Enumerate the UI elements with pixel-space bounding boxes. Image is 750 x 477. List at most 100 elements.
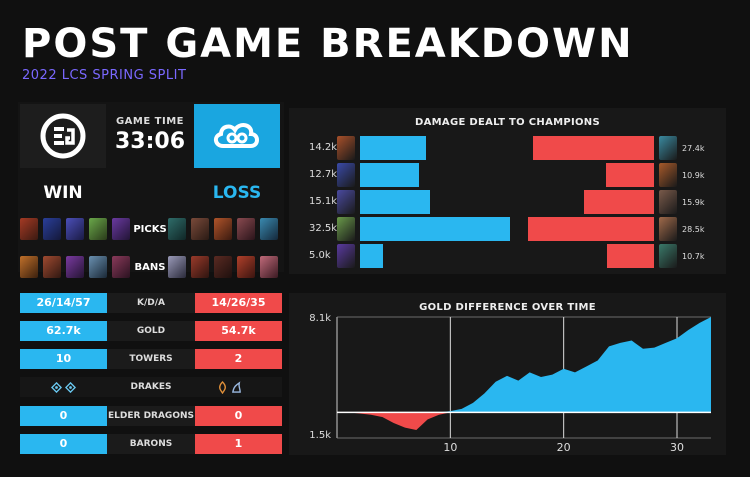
left-damage-label: 15.1k bbox=[309, 196, 338, 207]
barons-label: BARONS bbox=[129, 439, 173, 449]
gold-chart-title: GOLD DIFFERENCE OVER TIME bbox=[419, 302, 596, 313]
drakes-label: DRAKES bbox=[130, 382, 172, 392]
evil-geniuses-logo-icon bbox=[40, 113, 86, 159]
left-damage-bar bbox=[360, 190, 430, 214]
ocean-drake-icon bbox=[232, 380, 241, 393]
right-towers-value: 2 bbox=[195, 349, 282, 369]
left-drakes-icons bbox=[20, 377, 107, 397]
x-tick-label: 10 bbox=[443, 441, 457, 454]
left-damage-bar bbox=[360, 163, 419, 187]
bans-label: BANS bbox=[134, 262, 166, 273]
stat-row-barons: 0 BARONS 1 bbox=[20, 434, 282, 454]
left-ban-5-icon bbox=[112, 256, 130, 278]
left-ban-4-icon bbox=[89, 256, 107, 278]
right-ban-1-icon bbox=[168, 256, 186, 278]
right-gold-value: 54.7k bbox=[195, 321, 282, 341]
left-ban-1-icon bbox=[20, 256, 38, 278]
left-pick-5-icon bbox=[112, 218, 130, 240]
right-ban-5-icon bbox=[260, 256, 278, 278]
cloud-drake-icon bbox=[51, 381, 62, 393]
right-team-result: LOSS bbox=[212, 183, 262, 203]
left-champion-icon bbox=[337, 190, 355, 214]
right-barons-value: 1 bbox=[195, 434, 282, 454]
left-champion-icon bbox=[337, 217, 355, 241]
right-damage-label: 10.9k bbox=[682, 171, 705, 180]
cloud-drake-icon bbox=[65, 381, 76, 393]
right-pick-2-icon bbox=[191, 218, 209, 240]
right-damage-label: 15.9k bbox=[682, 198, 705, 207]
right-damage-label: 28.5k bbox=[682, 225, 705, 234]
right-damage-bar bbox=[583, 190, 654, 214]
right-elder-dragons-value: 0 bbox=[195, 406, 282, 426]
left-barons-value: 0 bbox=[20, 434, 107, 454]
page-subtitle: 2022 LCS SPRING SPLIT bbox=[22, 68, 187, 83]
left-ban-3-icon bbox=[66, 256, 84, 278]
gold-chart-panel: GOLD DIFFERENCE OVER TIME 10 20 30 8.1k 1.5k bbox=[289, 293, 726, 455]
left-towers-value: 10 bbox=[20, 349, 107, 369]
left-champion-icon bbox=[337, 163, 355, 187]
left-damage-bar bbox=[360, 217, 510, 241]
right-pick-4-icon bbox=[237, 218, 255, 240]
right-damage-bar bbox=[528, 217, 654, 241]
left-damage-bar bbox=[360, 136, 426, 160]
left-pick-1-icon bbox=[20, 218, 38, 240]
left-damage-label: 14.2k bbox=[309, 142, 338, 153]
left-damage-label: 12.7k bbox=[309, 169, 338, 180]
stat-row-towers: 10 TOWERS 2 bbox=[20, 349, 282, 369]
left-damage-label: 32.5k bbox=[309, 223, 338, 234]
left-gold-value: 62.7k bbox=[20, 321, 107, 341]
damage-chart-title: DAMAGE DEALT TO CHAMPIONS bbox=[415, 117, 600, 128]
left-pick-2-icon bbox=[43, 218, 61, 240]
right-ban-4-icon bbox=[237, 256, 255, 278]
elder-dragons-label: ELDER DRAGONS bbox=[108, 411, 194, 421]
right-champion-icon bbox=[659, 190, 677, 214]
left-elder-dragons-value: 0 bbox=[20, 406, 107, 426]
right-champion-icon bbox=[659, 136, 677, 160]
left-ban-2-icon bbox=[43, 256, 61, 278]
right-damage-label: 10.7k bbox=[682, 252, 705, 261]
right-champion-icon bbox=[659, 217, 677, 241]
right-team-logo bbox=[194, 104, 280, 168]
x-tick-label: 20 bbox=[557, 441, 571, 454]
stat-row-drakes: DRAKES bbox=[20, 377, 282, 397]
gold-lead-area-right-team bbox=[337, 412, 711, 430]
left-team-result: WIN bbox=[43, 183, 83, 203]
left-team-logo bbox=[20, 104, 106, 168]
gold-label: GOLD bbox=[136, 326, 166, 336]
game-time-block: GAME TIME 33:06 bbox=[107, 104, 193, 168]
left-champion-icon bbox=[337, 136, 355, 160]
kda-label: K/D/A bbox=[137, 298, 165, 308]
game-time-value: 33:06 bbox=[114, 129, 186, 154]
right-damage-bar bbox=[605, 163, 654, 187]
x-tick-label: 30 bbox=[670, 441, 684, 454]
picks-label: PICKS bbox=[133, 224, 167, 235]
right-kda-value: 14/26/35 bbox=[195, 293, 282, 313]
right-pick-1-icon bbox=[168, 218, 186, 240]
right-ban-2-icon bbox=[191, 256, 209, 278]
right-damage-bar bbox=[606, 244, 654, 268]
right-damage-bar bbox=[532, 136, 654, 160]
game-time-label: GAME TIME bbox=[115, 116, 185, 127]
right-drakes-icons bbox=[195, 377, 255, 397]
towers-label: TOWERS bbox=[129, 354, 173, 364]
left-kda-value: 26/14/57 bbox=[20, 293, 107, 313]
right-pick-5-icon bbox=[260, 218, 278, 240]
gold-chart: 10 20 30 8.1k 1.5k bbox=[309, 313, 711, 454]
page-title: POST GAME BREAKDOWN bbox=[22, 21, 634, 67]
stat-row-elder-dragons: 0 ELDER DRAGONS 0 bbox=[20, 406, 282, 426]
left-pick-3-icon bbox=[66, 218, 84, 240]
right-pick-3-icon bbox=[214, 218, 232, 240]
stat-row-kda: 26/14/57 K/D/A 14/26/35 bbox=[20, 293, 282, 313]
left-pick-4-icon bbox=[89, 218, 107, 240]
gold-lead-area-left-team bbox=[337, 317, 711, 413]
left-damage-label: 5.0k bbox=[309, 250, 331, 261]
damage-chart: 14.2k 27.4k 12.7k 10.9k 15.1k 15.9k 32.5k 28.5k… bbox=[289, 108, 726, 274]
right-champion-icon bbox=[659, 244, 677, 268]
left-damage-bar bbox=[360, 244, 384, 268]
stat-row-gold: 62.7k GOLD 54.7k bbox=[20, 321, 282, 341]
right-champion-icon bbox=[659, 163, 677, 187]
cloud9-logo-icon bbox=[214, 123, 259, 148]
damage-chart-panel: DAMAGE DEALT TO CHAMPIONS 14.2k 27.4k 12.7… bbox=[289, 108, 726, 274]
left-champion-icon bbox=[337, 244, 355, 268]
infernal-drake-icon bbox=[219, 380, 226, 394]
